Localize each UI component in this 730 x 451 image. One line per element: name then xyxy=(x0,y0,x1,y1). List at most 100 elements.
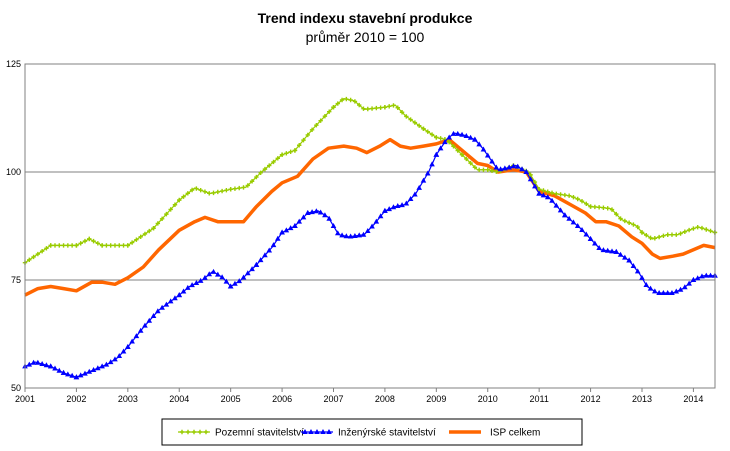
data-point xyxy=(176,292,183,298)
data-point xyxy=(613,248,620,254)
data-point xyxy=(249,179,255,184)
series-layer xyxy=(22,96,718,380)
data-point xyxy=(634,268,641,274)
data-point xyxy=(288,149,293,155)
data-point xyxy=(558,192,563,197)
data-point xyxy=(541,188,546,193)
data-point xyxy=(193,280,200,286)
data-point xyxy=(103,361,110,367)
data-point xyxy=(313,208,320,214)
data-point xyxy=(656,289,662,295)
data-point xyxy=(56,367,63,373)
data-point xyxy=(549,190,555,196)
data-point xyxy=(326,429,332,434)
data-point xyxy=(142,231,148,237)
data-point xyxy=(91,238,96,244)
x-tick-label: 2009 xyxy=(426,394,446,404)
data-point xyxy=(134,237,139,242)
data-point xyxy=(403,200,410,206)
data-point xyxy=(412,120,418,125)
data-point xyxy=(82,370,88,376)
data-point xyxy=(69,243,75,248)
data-point xyxy=(592,204,598,210)
data-point xyxy=(686,227,692,233)
data-point xyxy=(429,161,435,167)
data-point xyxy=(47,363,54,369)
x-tick-label: 2010 xyxy=(478,394,498,404)
series-1 xyxy=(22,130,718,380)
data-point xyxy=(669,289,675,295)
data-point xyxy=(549,197,555,203)
data-point xyxy=(514,163,521,169)
data-point xyxy=(579,226,585,232)
data-point xyxy=(257,257,264,263)
data-point xyxy=(203,429,209,435)
data-point xyxy=(181,194,186,199)
data-point xyxy=(112,243,118,248)
data-point xyxy=(463,133,470,138)
data-point xyxy=(399,110,405,115)
data-point xyxy=(348,97,353,103)
data-point xyxy=(639,274,645,280)
data-point xyxy=(309,209,315,215)
data-point xyxy=(210,268,217,274)
data-point xyxy=(99,363,105,369)
data-point xyxy=(484,152,491,158)
data-point xyxy=(344,96,349,102)
data-point xyxy=(142,322,148,328)
data-point xyxy=(652,288,658,294)
data-point xyxy=(677,286,684,292)
data-point xyxy=(31,254,36,260)
data-point xyxy=(566,193,572,198)
data-point xyxy=(279,229,285,235)
data-point xyxy=(241,185,246,190)
x-tick-label: 2013 xyxy=(632,394,652,404)
data-point xyxy=(643,282,650,288)
x-tick-label: 2006 xyxy=(272,394,292,404)
data-point xyxy=(395,105,400,110)
series-2 xyxy=(24,137,716,297)
data-point xyxy=(365,106,370,112)
data-point xyxy=(614,211,619,217)
data-point xyxy=(464,156,469,162)
data-point xyxy=(386,206,392,212)
data-point xyxy=(227,283,234,289)
data-point xyxy=(27,257,32,263)
x-tick-label: 2003 xyxy=(118,394,138,404)
data-point xyxy=(125,343,131,349)
data-point xyxy=(179,429,185,435)
data-point xyxy=(644,232,649,238)
data-point xyxy=(553,202,560,208)
series-line xyxy=(24,98,716,264)
data-point xyxy=(65,243,71,248)
data-point xyxy=(73,374,80,380)
data-point xyxy=(481,167,486,173)
data-point xyxy=(669,232,675,237)
data-point xyxy=(330,223,337,228)
data-point xyxy=(78,241,83,246)
data-point xyxy=(202,274,208,280)
data-point xyxy=(540,192,547,198)
data-point xyxy=(150,313,157,318)
data-point xyxy=(630,262,637,268)
data-point xyxy=(104,243,109,248)
data-point xyxy=(374,105,379,111)
data-point xyxy=(369,223,375,229)
data-point xyxy=(43,362,50,368)
data-point xyxy=(459,131,465,137)
data-point xyxy=(382,207,388,213)
data-point xyxy=(510,163,517,169)
data-point xyxy=(472,136,478,142)
series-line xyxy=(24,137,716,297)
data-point xyxy=(287,225,294,231)
data-point xyxy=(661,233,666,239)
chart-title: Trend indexu stavební produkce xyxy=(258,10,473,26)
data-point xyxy=(302,429,308,434)
data-point xyxy=(232,280,238,286)
data-point xyxy=(707,272,714,278)
data-point xyxy=(382,105,388,110)
data-point xyxy=(635,224,640,230)
data-point xyxy=(437,145,444,151)
data-point xyxy=(146,317,153,323)
